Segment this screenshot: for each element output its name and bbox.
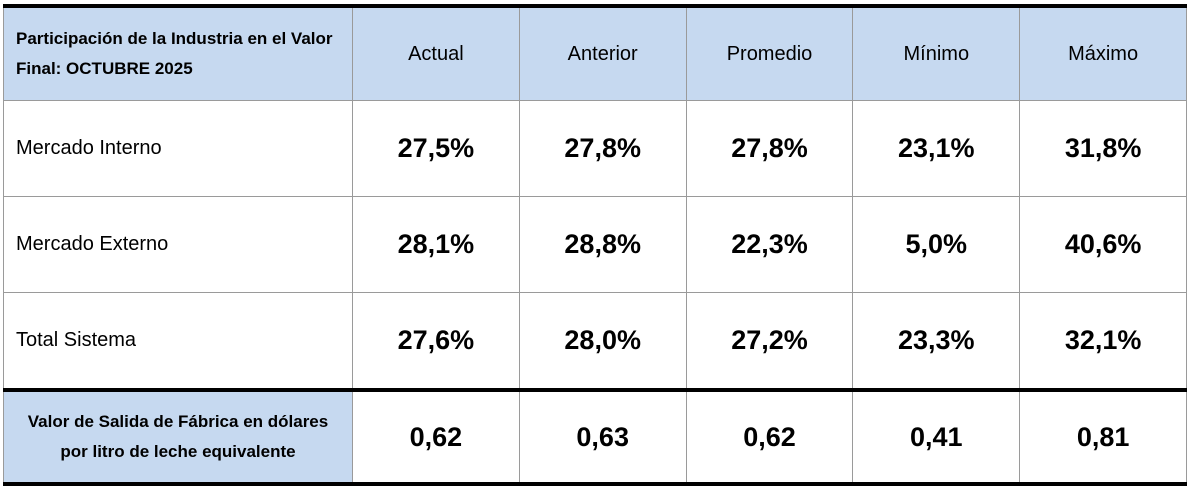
data-row: Mercado Interno 27,5% 27,8% 27,8% 23,1% … — [3, 100, 1187, 197]
value-cell: 28,8% — [518, 196, 687, 293]
header-cell: Anterior — [518, 4, 687, 101]
value-cell: 27,5% — [352, 100, 520, 197]
header-cell: Participación de la Industria en el Valo… — [3, 4, 353, 101]
value-cell: 31,8% — [1019, 100, 1187, 197]
value-cell: 23,1% — [852, 100, 1021, 197]
header-cell: Actual — [352, 4, 520, 101]
value-cell: 0,41 — [852, 388, 1021, 486]
value-cell: 32,1% — [1019, 292, 1187, 391]
header-row: Participación de la Industria en el Valo… — [3, 4, 1187, 101]
value-cell: 40,6% — [1019, 196, 1187, 293]
header-cell: Mínimo — [852, 4, 1021, 101]
value-cell: 27,6% — [352, 292, 520, 391]
data-row: Mercado Externo 28,1% 28,8% 22,3% 5,0% 4… — [3, 196, 1187, 293]
header-cell: Promedio — [685, 4, 854, 101]
value-cell: 28,0% — [518, 292, 687, 391]
value-cell: 27,2% — [685, 292, 854, 391]
value-cell: 0,81 — [1019, 388, 1187, 486]
value-cell: 28,1% — [352, 196, 520, 293]
row-label: Total Sistema — [3, 292, 353, 391]
value-cell: 22,3% — [685, 196, 854, 293]
value-cell: 23,3% — [852, 292, 1021, 391]
header-cell: Máximo — [1019, 4, 1187, 101]
value-cell: 0,62 — [352, 388, 520, 486]
value-cell: 27,8% — [685, 100, 854, 197]
value-cell: 0,62 — [685, 388, 854, 486]
footer-row: Valor de Salida de Fábrica en dólares po… — [3, 388, 1187, 486]
value-cell: 0,63 — [518, 388, 687, 486]
value-cell: 5,0% — [852, 196, 1021, 293]
value-cell: 27,8% — [518, 100, 687, 197]
row-label: Valor de Salida de Fábrica en dólares po… — [3, 388, 353, 486]
row-label: Mercado Externo — [3, 196, 353, 293]
data-row: Total Sistema 27,6% 28,0% 27,2% 23,3% 32… — [3, 292, 1187, 391]
row-label: Mercado Interno — [3, 100, 353, 197]
summary-table: Participación de la Industria en el Valo… — [3, 4, 1187, 486]
